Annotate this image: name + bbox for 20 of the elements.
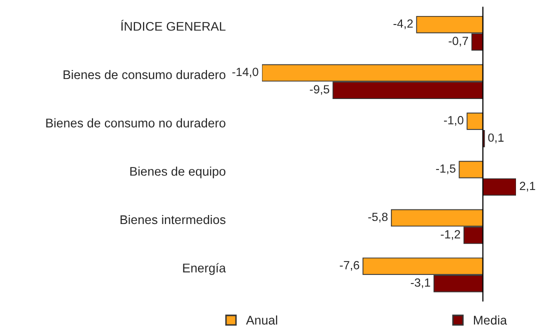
legend-label: Media (474, 315, 507, 325)
y-tick-label: Bienes de consumo no duradero (46, 118, 226, 128)
data-label: -5,8 (368, 212, 388, 222)
data-label: -7,6 (340, 261, 360, 271)
data-label: -14,0 (232, 68, 258, 78)
data-label: -1,0 (444, 116, 464, 126)
data-label: -9,5 (310, 85, 330, 95)
data-label: -3,1 (410, 278, 430, 288)
legend-label: Anual (246, 315, 278, 325)
data-label: -1,2 (440, 230, 460, 240)
data-label: -1,5 (436, 164, 456, 174)
y-tick-label: ÍNDICE GENERAL (121, 20, 226, 31)
y-tick-label: Bienes de equipo (130, 166, 226, 178)
data-label: -0,7 (448, 36, 468, 47)
data-label: -4,2 (394, 19, 413, 30)
y-tick-label: Energía (183, 263, 226, 275)
y-tick-label: Bienes de consumo duradero (64, 70, 226, 80)
data-label: 2,1 (520, 182, 536, 192)
y-tick-label: Bienes intermedios (120, 214, 226, 224)
data-label: 0,1 (488, 133, 504, 144)
